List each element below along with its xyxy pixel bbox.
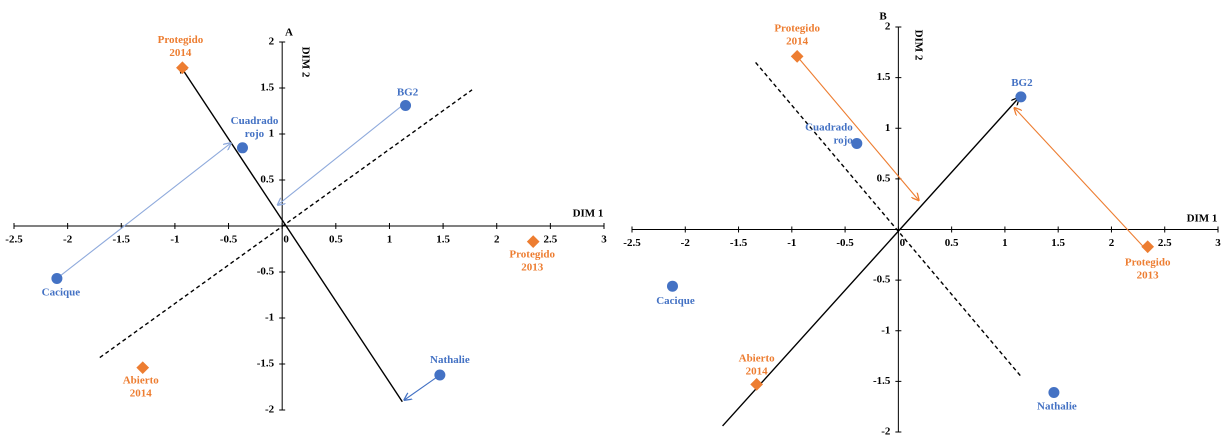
point-label: Abierto 2014 [123, 374, 160, 399]
dashed-line [755, 61, 1022, 377]
y-tick-label: 1 [269, 128, 275, 140]
point [1015, 91, 1027, 103]
point [750, 378, 764, 391]
point [526, 235, 540, 249]
y-tick-label: -0.5 [257, 266, 275, 278]
x-tick-label: -2 [681, 237, 691, 249]
x-tick-label: -2.5 [5, 234, 23, 246]
x-tick-label: 1.5 [436, 234, 450, 246]
y-tick-label: -1.5 [873, 375, 891, 387]
x-tick-label: 3 [1215, 237, 1221, 249]
x-tick-label: 0 [900, 237, 906, 249]
vector-line [796, 56, 918, 200]
x-tick-label: 0.5 [329, 234, 343, 246]
point-label: Cuadrado rojo [805, 121, 853, 146]
y-axis-title: DIM 2 [299, 47, 311, 78]
x-tick-label: 2.5 [543, 234, 557, 246]
y-tick-label: -0.5 [873, 274, 891, 286]
point [400, 99, 412, 111]
x-tick-label: -2 [63, 234, 73, 246]
point-label: Protegido 2013 [509, 248, 555, 273]
y-tick-label: -1.5 [257, 358, 275, 370]
point [51, 272, 63, 284]
vector-line [56, 143, 231, 279]
point [434, 369, 446, 381]
x-tick-label: 1 [1002, 237, 1008, 249]
point-label: Cacique [42, 286, 81, 298]
y-axis-title: DIM 2 [912, 30, 924, 61]
vector-line [1014, 108, 1144, 248]
y-tick-label: -2 [265, 404, 275, 416]
x-tick-label: 2 [494, 234, 500, 246]
point-label: Nathalie [1037, 400, 1077, 412]
point-label: Cacique [656, 295, 695, 307]
y-tick-label: -1 [881, 324, 890, 336]
chart-title: A [285, 27, 293, 39]
x-axis-title: DIM 1 [573, 208, 604, 220]
x-tick-label: -0.5 [220, 234, 238, 246]
y-tick-label: 1.5 [260, 82, 274, 94]
x-tick-label: 1.5 [1051, 237, 1065, 249]
point [851, 137, 863, 149]
point [1141, 240, 1155, 254]
y-tick-label: 2 [885, 21, 891, 33]
y-tick-label: 0.5 [877, 172, 891, 184]
point-label: Protegido 2013 [1125, 256, 1171, 281]
point-label: Nathalie [430, 354, 470, 366]
panel: -2.5 -2 -1.5 -1 -0.5 0 0.5 1 1.5 2 2.5 3 -2 -1.5 -1 -0.… [5, 27, 607, 416]
point [666, 280, 678, 292]
point [136, 361, 150, 375]
panel: -2.5 -2 -1.5 -1 -0.5 0 0.5 1 1.5 2 2.5 3 -2 -1.5 -1 -0.… [623, 11, 1221, 437]
point-label: Protegido 2014 [774, 22, 820, 47]
x-tick-label: 2 [1109, 237, 1115, 249]
chart-title: B [879, 11, 887, 23]
x-tick-label: -1 [787, 237, 796, 249]
point-label: Abierto 2014 [739, 352, 776, 377]
point-label: Protegido 2014 [158, 33, 204, 58]
x-tick-label: -0.5 [836, 237, 854, 249]
x-tick-label: -1.5 [113, 234, 131, 246]
vector-line [278, 105, 403, 204]
x-axis-title: DIM 1 [1187, 213, 1218, 225]
y-tick-label: -2 [881, 426, 891, 437]
y-tick-label: -1 [265, 312, 274, 324]
point-label: Cuadrado rojo [231, 114, 279, 139]
y-tick-label: 2 [269, 36, 275, 48]
x-tick-label: -1 [170, 234, 179, 246]
point-label: BG2 [397, 86, 419, 98]
dashed-line [99, 89, 473, 359]
x-tick-label: 3 [601, 234, 607, 246]
y-tick-label: 1 [885, 122, 891, 134]
x-tick-label: -2.5 [623, 237, 641, 249]
y-tick-label: 1.5 [877, 71, 891, 83]
vector-line [722, 98, 1019, 427]
x-tick-label: 0.5 [945, 237, 959, 249]
point [236, 142, 248, 154]
vector-line [404, 374, 441, 400]
x-tick-label: 0 [283, 234, 289, 246]
x-tick-label: 2.5 [1158, 237, 1172, 249]
y-tick-label: 0.5 [260, 174, 274, 186]
point [176, 61, 189, 75]
x-tick-label: 1 [387, 234, 393, 246]
point [1048, 387, 1060, 399]
x-tick-label: -1.5 [730, 237, 748, 249]
vector-line [180, 66, 403, 403]
point-label: BG2 [1011, 76, 1033, 88]
